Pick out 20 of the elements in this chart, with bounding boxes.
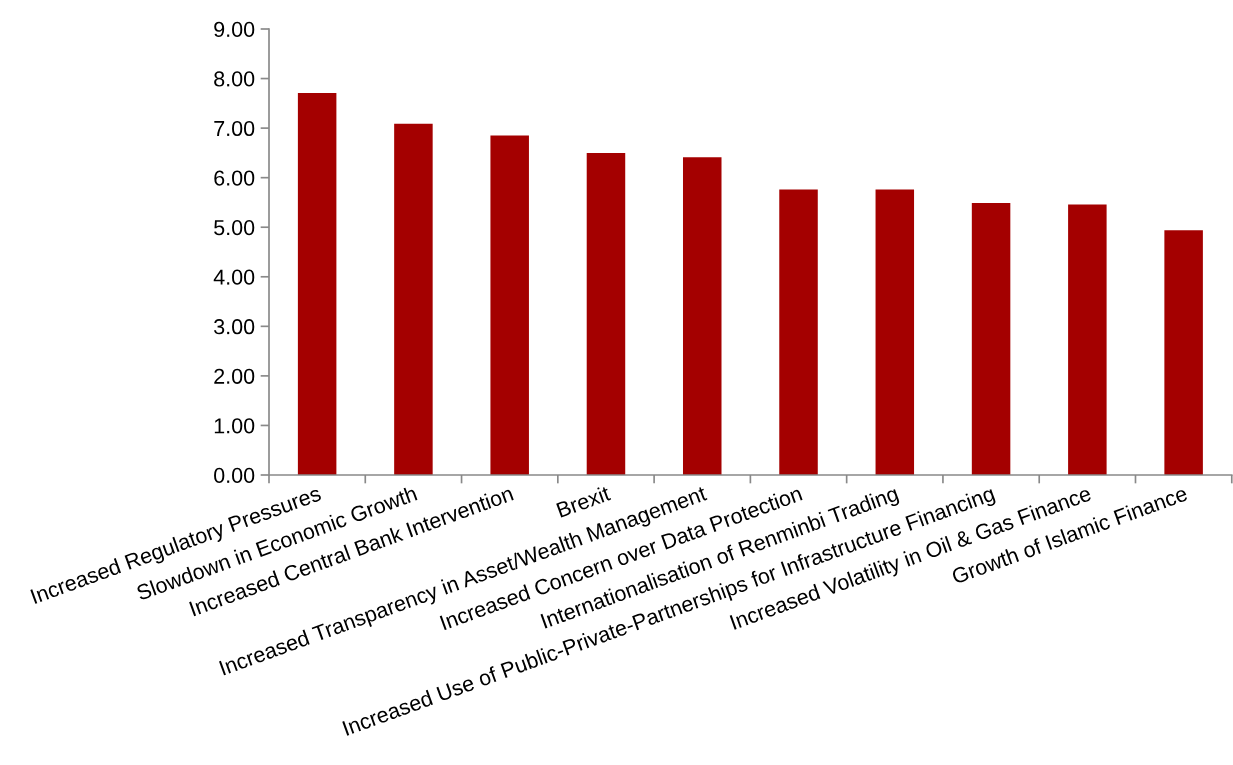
bar [297, 92, 337, 475]
y-tick-label: 2.00 [214, 368, 255, 384]
y-tick-label: 5.00 [214, 219, 255, 236]
y-tick-label: 8.00 [214, 71, 255, 87]
bar [394, 123, 433, 475]
bar [971, 202, 1011, 475]
y-tick-label: 9.00 [214, 21, 255, 38]
bar [1068, 204, 1107, 475]
bar [1164, 230, 1203, 475]
y-tick-label: 4.00 [213, 269, 255, 285]
bar [586, 152, 626, 475]
bar [875, 189, 915, 475]
y-tick-label: 7.00 [214, 120, 255, 137]
bar [490, 135, 529, 475]
y-tick-label: 3.00 [214, 319, 255, 335]
bar [682, 157, 722, 475]
y-tick-label: 1.00 [214, 418, 255, 434]
y-tick-label: 6.00 [214, 170, 255, 186]
bar [779, 189, 818, 475]
y-tick-label: 0.00 [214, 467, 255, 484]
